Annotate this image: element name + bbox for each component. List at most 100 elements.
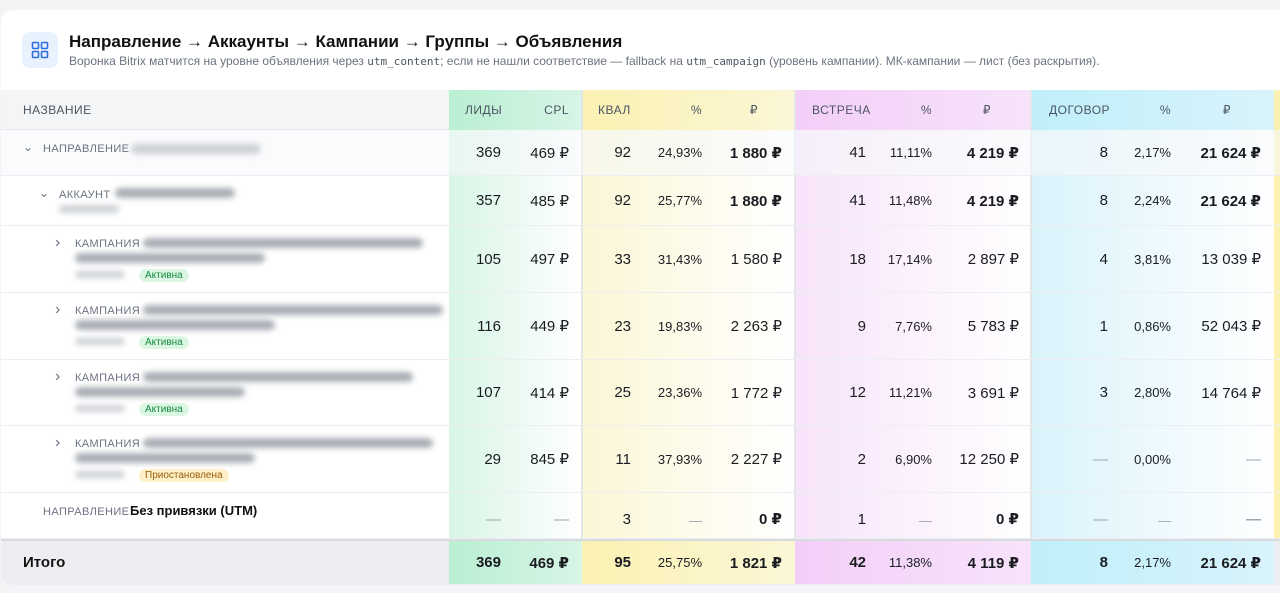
col-header-cpl[interactable]: CPL [544,103,569,117]
status-badge: Приостановлена [139,469,229,482]
col-header-qual[interactable]: КВАЛ [598,103,631,117]
cell-deal-rub: 13 039 ₽ [1201,251,1261,268]
next-group-edge [1274,90,1280,585]
col-header-deal-rub[interactable]: ₽ [1222,103,1231,117]
cell-deal: 4 [1099,250,1108,268]
col-header-meet-pct[interactable]: % [920,103,932,117]
table-row-account[interactable]: ⌄ АККАУНТ 357 485 ₽ 92 25,77% 1 880 ₽ 41 11,48% 4… [1,176,1280,226]
table-row-utm[interactable]: НАПРАВЛЕНИЕ Без привязки (UTM) — — 3 — 0 ₽ 1 — 0 … [1,493,1280,539]
cell-meet-rub: 12 250 ₽ [959,451,1019,468]
total-qual-rub: 1 821 ₽ [729,554,782,572]
cell-qual-pct: 25,77% [657,193,702,208]
cell-deal-rub: — [1246,511,1261,528]
cell-cpl: 845 ₽ [530,451,569,468]
chevron-right-icon[interactable]: › [55,301,61,318]
status-badge: Активна [139,403,189,416]
qual-group-total-bg [582,541,795,584]
cell-cpl: 497 ₽ [530,251,569,268]
row-level-label: НАПРАВЛЕНИЕ [43,143,130,155]
redacted-name [115,188,235,198]
cell-cpl: — [554,511,569,528]
cell-deal-rub: 21 624 ₽ [1200,192,1261,210]
chevron-right-icon[interactable]: › [55,368,61,385]
cell-qual-rub: 1 880 ₽ [729,192,782,210]
table-row-total: Итого 369 469 ₽ 95 25,75% 1 821 ₽ 42 11,38% 4 11… [1,539,1280,585]
meet-group-head [795,90,1031,130]
redacted-name [75,320,275,330]
cell-deal: — [1093,511,1108,528]
row-name-cell: › КАМПАНИЯ Активна [55,360,441,425]
cell-qual-rub: 1 772 ₽ [730,384,782,402]
cell-meet: 41 [849,192,866,209]
cell-deal-rub: 52 043 ₽ [1201,318,1261,335]
row-level-label: АККАУНТ [59,189,111,201]
total-leads: 369 [475,554,501,571]
total-deal: 8 [1099,554,1108,571]
table-row-campaign[interactable]: › КАМПАНИЯ Активна 105 497 ₽ 33 31,43% 1 580 ₽ 1… [1,226,1280,293]
cell-meet-pct: 11,48% [888,193,932,208]
row-level-label: КАМПАНИЯ [75,238,141,250]
group-divider [1030,90,1032,585]
total-qual-pct: 25,75% [657,555,702,570]
chevron-down-icon[interactable]: ⌄ [23,140,34,154]
cell-cpl: 449 ₽ [530,318,569,335]
leads-group-total-bg [449,541,582,584]
redacted-name [143,305,443,315]
qual-group-head [582,90,795,130]
row-name-cell: › КАМПАНИЯ Активна [55,293,443,359]
chevron-right-icon[interactable]: › [55,434,61,451]
total-cpl: 469 ₽ [529,554,569,572]
redacted-id [75,338,125,345]
cell-deal-pct: 3,81% [1134,251,1171,267]
cell-deal-rub: — [1246,450,1261,468]
cell-deal-pct: 0,00% [1134,451,1171,467]
col-header-leads[interactable]: ЛИДЫ [465,103,503,117]
cell-meet-rub: 2 897 ₽ [967,251,1019,268]
cell-qual: 11 [615,450,631,468]
cell-qual: 92 [614,144,631,161]
table-row-campaign[interactable]: › КАМПАНИЯ Активна 116 449 ₽ 23 19,83% 2 263 ₽ 9… [1,293,1280,360]
col-header-deal[interactable]: ДОГОВОР [1049,103,1111,117]
table-row-campaign[interactable]: › КАМПАНИЯ Приостановлена 29 845 ₽ 11 37,93% 2 … [1,426,1280,493]
chevron-down-icon[interactable]: ⌄ [39,186,50,200]
status-badge: Активна [139,269,189,282]
total-meet: 42 [849,554,866,571]
cell-deal: — [1093,450,1108,468]
cell-deal-pct: 2,80% [1134,385,1171,400]
cell-qual: 3 [622,511,631,528]
cell-meet: 12 [849,384,866,401]
cell-qual-pct: 24,93% [657,145,702,160]
cell-meet-pct: 17,14% [887,251,932,267]
cell-qual: 92 [614,192,631,209]
cell-meet: 18 [849,250,866,268]
col-header-qual-pct[interactable]: % [690,103,702,117]
cell-meet-pct: 6,90% [895,451,932,467]
total-meet-rub: 4 119 ₽ [967,554,1019,572]
col-header-qual-rub[interactable]: ₽ [749,103,758,117]
cell-meet: 9 [857,317,866,335]
leads-group-head [449,90,582,130]
row-name-cell: ⌄ НАПРАВЛЕНИЕ [23,130,441,175]
row-name-cell: НАПРАВЛЕНИЕ Без привязки (UTM) [23,493,441,538]
total-deal-pct: 2,17% [1134,555,1171,570]
col-header-name[interactable]: НАЗВАНИЕ [23,103,92,117]
table-row-campaign[interactable]: › КАМПАНИЯ Активна 107 414 ₽ 25 23,36% 1 772 ₽ 1… [1,360,1280,426]
meet-group-total-bg [795,541,1031,584]
col-header-meet-rub[interactable]: ₽ [982,103,991,117]
page-subtitle: Воронка Bitrix матчится на уровне объявл… [69,54,1100,68]
redacted-id [59,205,119,213]
cell-qual-pct: — [689,513,702,528]
table-row-direction[interactable]: ⌄ НАПРАВЛЕНИЕ 369 469 ₽ 92 24,93% 1 880 ₽ 41 11,… [1,130,1280,176]
card-header: Направление → Аккаунты → Кампании → Груп… [1,10,1280,90]
cell-qual: 33 [614,250,631,268]
chevron-right-icon[interactable]: › [55,234,61,251]
cell-deal-pct: — [1158,513,1171,528]
col-header-meet[interactable]: ВСТРЕЧА [812,103,871,117]
cell-meet-rub: 4 219 ₽ [966,192,1019,210]
row-level-label: НАПРАВЛЕНИЕ [43,506,130,518]
deal-group-head [1031,90,1274,130]
cell-deal: 3 [1099,384,1108,401]
total-deal-rub: 21 624 ₽ [1200,554,1261,572]
col-header-deal-pct[interactable]: % [1159,103,1171,117]
redacted-name [143,372,413,382]
